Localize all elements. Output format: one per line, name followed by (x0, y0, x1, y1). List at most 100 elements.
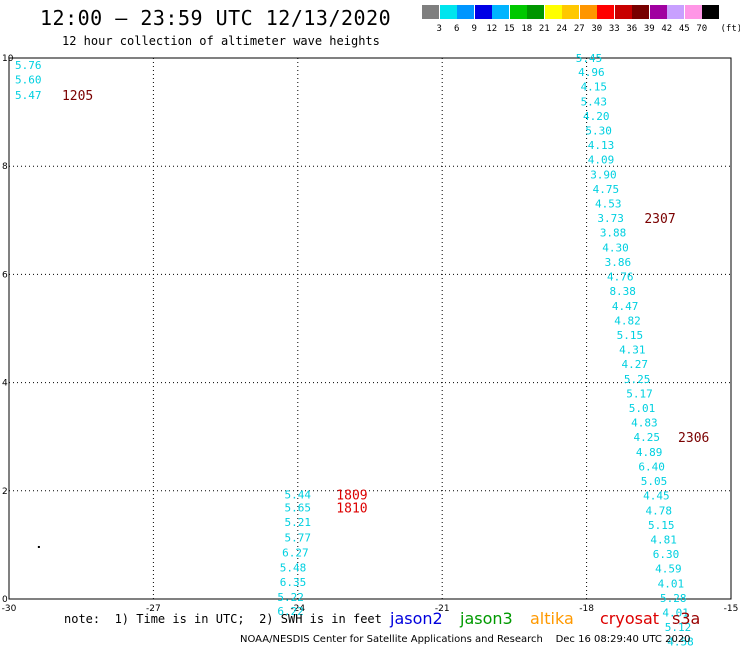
time-annotation: 1809 (336, 489, 367, 504)
legend-swatch (649, 5, 667, 19)
data-dot (37, 545, 40, 548)
swh-value-label: 5.47 (15, 89, 42, 102)
page-title: 12:00 – 23:59 UTC 12/13/2020 (40, 6, 392, 30)
y-tick-label: 4 (2, 379, 8, 389)
swh-value-label: 5.45 (576, 52, 603, 65)
swh-value-label: 5.25 (624, 373, 651, 386)
swh-value-label: 5.76 (15, 59, 42, 72)
swh-value-label: 5.77 (285, 531, 312, 544)
legend-swatch (702, 5, 719, 19)
x-tick-label: -30 (2, 604, 17, 614)
swh-value-label: 5.44 (285, 489, 312, 502)
swh-value-label: 4.01 (662, 607, 689, 620)
legend-label: 15 (503, 24, 515, 34)
legend-label: 39 (643, 24, 655, 34)
swh-value-label: 4.13 (588, 139, 615, 152)
legend-swatch (422, 5, 439, 19)
swh-value-label: 5.43 (581, 95, 608, 108)
x-tick-label: -21 (435, 604, 450, 614)
legend-label: 42 (661, 24, 673, 34)
legend-unit: (ft) (720, 24, 740, 34)
y-tick-label: 2 (2, 487, 8, 497)
swh-value-label: 5.05 (641, 475, 668, 488)
swh-value-label: 5.48 (280, 562, 307, 575)
y-tick-label: 6 (2, 270, 8, 280)
legend-swatch (667, 5, 684, 19)
legend-swatch (684, 5, 702, 19)
swh-value-label: 3.90 (590, 168, 617, 181)
swh-value-label: 5.01 (629, 402, 656, 415)
swh-value-label: 4.82 (614, 314, 641, 327)
plot-frame (8, 57, 732, 600)
legend-label: 12 (486, 24, 498, 34)
swh-value-label: 8.38 (609, 285, 636, 298)
y-tick-label: 8 (2, 162, 8, 172)
legend-label: 33 (608, 24, 620, 34)
swh-value-label: 4.83 (631, 417, 658, 430)
legend-label: 18 (521, 24, 533, 34)
swh-value-label: 4.96 (578, 66, 605, 79)
swh-value-label: 5.21 (285, 516, 312, 529)
legend-label: 21 (538, 24, 550, 34)
x-tick-label: -18 (579, 604, 594, 614)
footer-note: note: 1) Time is in UTC; 2) SWH is in fe… (64, 612, 382, 626)
legend-swatch (614, 5, 632, 19)
y-tick-label: 10 (2, 54, 14, 64)
time-annotation: 2307 (644, 212, 675, 227)
satellite-label-jason2: jason2 (390, 609, 443, 628)
legend-label: 70 (696, 24, 708, 34)
swh-value-label: 5.28 (660, 592, 687, 605)
legend-swatch (632, 5, 649, 19)
credit-line: NOAA/NESDIS Center for Satellite Applica… (240, 634, 691, 645)
swh-value-label: 6.27 (282, 546, 309, 559)
legend-label: 9 (471, 24, 477, 34)
swh-value-label: 5.60 (15, 74, 42, 87)
swh-value-label: 5.12 (665, 621, 692, 634)
time-annotation: 2306 (678, 431, 709, 446)
swh-value-label: 4.81 (650, 533, 677, 546)
swh-value-label: 4.47 (612, 300, 639, 313)
x-tick-label: -24 (290, 604, 305, 614)
satellite-label-s3a: s3a (672, 609, 701, 628)
swh-value-label: 5.30 (585, 124, 612, 137)
swh-value-label: 4.59 (655, 563, 682, 576)
legend-swatch (544, 5, 562, 19)
legend-label: 36 (626, 24, 638, 34)
satellite-label-cryosat: cryosat (600, 609, 660, 628)
legend-swatch (597, 5, 614, 19)
swh-value-label: 4.53 (595, 198, 622, 211)
swh-value-label: 5.22 (277, 591, 304, 604)
swh-value-label: 4.76 (607, 271, 634, 284)
time-annotation: 1205 (62, 89, 93, 104)
page-subtitle: 12 hour collection of altimeter wave hei… (62, 34, 380, 48)
legend-label: 45 (678, 24, 690, 34)
swh-value-label: 5.65 (285, 502, 312, 515)
swh-value-label: 4.01 (658, 577, 685, 590)
swh-value-label: 4.25 (634, 431, 661, 444)
swh-value-label: 6.30 (653, 548, 680, 561)
swh-value-label: 4.58 (667, 636, 694, 649)
swh-value-label: 5.17 (626, 387, 653, 400)
swh-value-label: 4.78 (646, 504, 673, 517)
swh-value-label: 4.27 (621, 358, 648, 371)
legend-swatch (579, 5, 597, 19)
swh-value-label: 6.22 (277, 605, 304, 618)
legend-swatch (439, 5, 457, 19)
swh-value-label: 3.86 (605, 256, 632, 269)
swh-value-label: 4.15 (581, 81, 608, 94)
satellite-label-jason3: jason3 (460, 609, 513, 628)
x-tick-label: -27 (146, 604, 161, 614)
legend-label: 3 (436, 24, 442, 34)
legend-swatch (457, 5, 474, 19)
swh-value-label: 4.45 (643, 490, 670, 503)
legend-label: 30 (591, 24, 603, 34)
swh-value-label: 6.40 (638, 460, 665, 473)
legend-label: 6 (454, 24, 460, 34)
legend-swatch (474, 5, 492, 19)
swh-value-label: 4.30 (602, 241, 629, 254)
legend-swatch (492, 5, 509, 19)
x-tick-label: -15 (724, 604, 739, 614)
swh-value-label: 4.75 (593, 183, 620, 196)
swh-value-label: 3.73 (597, 212, 624, 225)
